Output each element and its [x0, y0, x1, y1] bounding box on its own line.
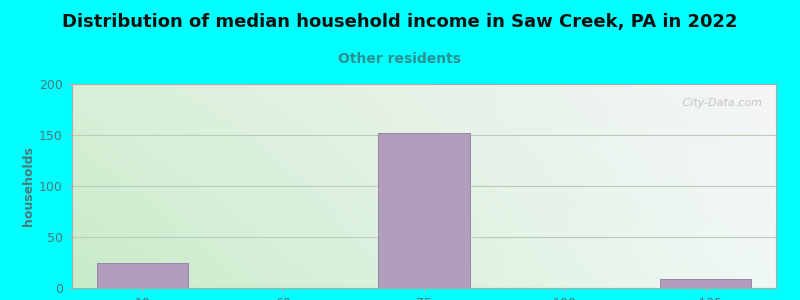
Text: Other residents: Other residents: [338, 52, 462, 66]
Text: Distribution of median household income in Saw Creek, PA in 2022: Distribution of median household income …: [62, 13, 738, 31]
Text: City-Data.com: City-Data.com: [679, 98, 762, 108]
Bar: [378, 133, 470, 288]
Bar: [660, 279, 751, 288]
Bar: [97, 262, 188, 288]
Y-axis label: households: households: [22, 146, 35, 226]
